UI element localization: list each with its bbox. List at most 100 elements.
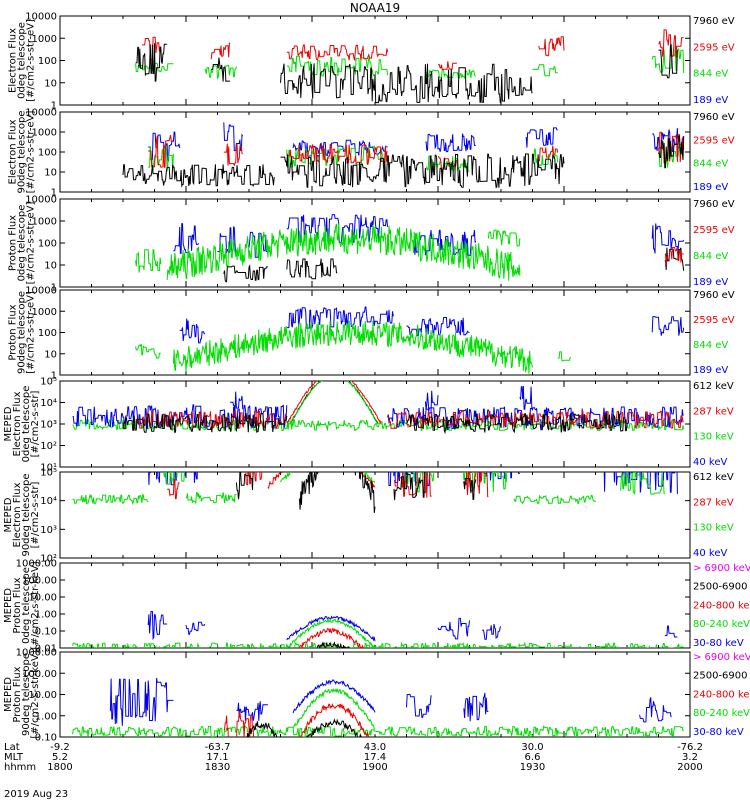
y-tick-label: 100.00 <box>22 669 57 680</box>
series-red-curve <box>297 628 365 648</box>
y-axis-label: 0deg telescope <box>21 386 32 463</box>
series-black-trace <box>280 153 565 189</box>
series-red-trace <box>210 42 231 60</box>
series-green-trace <box>462 472 508 492</box>
series-blue-trace <box>286 214 389 243</box>
series-red-trace <box>73 658 684 661</box>
footer-value: 43.0 <box>364 742 386 753</box>
series-green-trace <box>403 472 435 493</box>
y-axis-label: 0deg telescope <box>17 22 28 99</box>
y-axis-label: [#/cm2-s-str] <box>30 481 41 548</box>
y-axis-label: [#/cm2-s-str-keV] <box>30 650 41 738</box>
series-magenta-curve <box>293 660 369 682</box>
legend-entry: 844 eV <box>693 251 728 262</box>
footer-value: 17.4 <box>364 752 386 763</box>
y-axis-label: [#/cm2-s-str-keV] <box>30 561 41 649</box>
legend-entry: 189 eV <box>693 365 728 376</box>
series-blue-trace <box>406 694 432 718</box>
series-black-trace <box>223 264 268 283</box>
y-tick-label: 1 <box>51 188 57 199</box>
y-axis-label: MEPED <box>3 588 14 623</box>
footer-value: 1830 <box>205 762 230 773</box>
legend-entry: 2500-6900 <box>693 671 748 682</box>
panel-series <box>135 29 685 104</box>
series-green-trace <box>620 472 665 496</box>
series-black-trace <box>658 135 685 169</box>
legend-entry: 844 eV <box>693 340 728 351</box>
y-tick-label: 10⁴ <box>40 496 57 507</box>
series-green-curve <box>289 381 379 425</box>
y-axis-label: [#/cm2-s-str-eV] <box>26 19 37 102</box>
footer-value: 1800 <box>47 762 72 773</box>
series-green-trace <box>513 494 596 505</box>
series-green-trace <box>163 472 185 485</box>
series-blue-trace <box>603 472 678 494</box>
y-axis-label: Proton Flux <box>8 215 19 271</box>
series-blue-trace <box>185 621 206 635</box>
series-blue-trace <box>173 223 200 254</box>
y-axis-label: [#/cm2-s-str-eV] <box>26 202 37 285</box>
series-green-trace <box>72 725 684 737</box>
y-tick-label: 1 <box>51 371 57 382</box>
legend-entry: 80-240 keV <box>693 708 750 719</box>
series-black-curve <box>246 721 278 737</box>
y-tick-label: 10000 <box>25 108 57 119</box>
y-tick-label: 0.01 <box>35 644 57 655</box>
series-black-trace <box>280 63 533 104</box>
series-blue-trace <box>223 122 244 152</box>
footer-value: -9.2 <box>50 742 70 753</box>
y-tick-label: 10³ <box>40 420 57 431</box>
y-tick-label: 1000.00 <box>16 559 57 570</box>
y-tick-label: 10⁵ <box>40 468 57 479</box>
y-axis-label: MEPED <box>3 677 14 712</box>
y-axis-label: 0deg telescope <box>21 567 32 644</box>
y-axis-label: Electron Flux <box>12 482 23 547</box>
series-black-trace <box>658 43 678 79</box>
legend-entry: 40 keV <box>693 457 727 468</box>
series-blue-trace <box>217 226 237 255</box>
series-black-trace <box>211 57 231 82</box>
panel-frame <box>59 651 691 738</box>
series-blue-trace <box>651 223 685 254</box>
y-tick-label: 100 <box>38 328 57 339</box>
series-blue-trace <box>664 625 678 638</box>
series-red-curve <box>286 381 382 425</box>
y-tick-label: 1000 <box>32 217 57 228</box>
y-tick-label: 0.10 <box>35 627 57 638</box>
y-tick-label: 100.00 <box>22 576 57 587</box>
y-tick-label: 10 <box>44 349 57 360</box>
y-axis-label: 0deg telescope <box>17 205 28 282</box>
y-tick-label: 10 <box>44 78 57 89</box>
series-blue-trace <box>286 306 394 329</box>
series-red-trace <box>141 36 162 61</box>
series-blue-trace <box>388 472 431 486</box>
y-tick-label: 10000 <box>25 286 57 297</box>
y-tick-label: 1000 <box>32 128 57 139</box>
y-tick-label: 1 <box>51 101 57 112</box>
series-red-trace <box>538 36 565 57</box>
series-black-trace <box>122 164 275 188</box>
series-blue-trace <box>179 318 205 344</box>
chart-title: NOAA19 <box>350 1 400 15</box>
series-red-trace <box>437 61 457 70</box>
series-red-trace <box>148 741 211 749</box>
y-axis-label: Proton Flux <box>12 666 23 722</box>
series-blue-trace <box>109 678 174 726</box>
legend-entry: 240-800 keV <box>693 600 750 611</box>
y-tick-label: 100 <box>38 148 57 159</box>
y-tick-label: 10⁴ <box>40 398 57 409</box>
y-axis-label: [#/cm2-s-str-eV] <box>26 291 37 374</box>
footer-value: 1900 <box>362 762 387 773</box>
y-tick-label: 100 <box>38 56 57 67</box>
footer-value: 6.6 <box>525 752 541 763</box>
footer-value: 3.2 <box>682 752 698 763</box>
legend-entry: 189 eV <box>693 277 728 288</box>
series-red-trace <box>245 472 263 486</box>
series-blue-trace <box>639 697 672 723</box>
panel-series <box>72 678 684 749</box>
date-label: 2019 Aug 23 <box>4 789 68 800</box>
series-green-trace <box>72 493 149 506</box>
series-green-trace <box>557 351 571 362</box>
